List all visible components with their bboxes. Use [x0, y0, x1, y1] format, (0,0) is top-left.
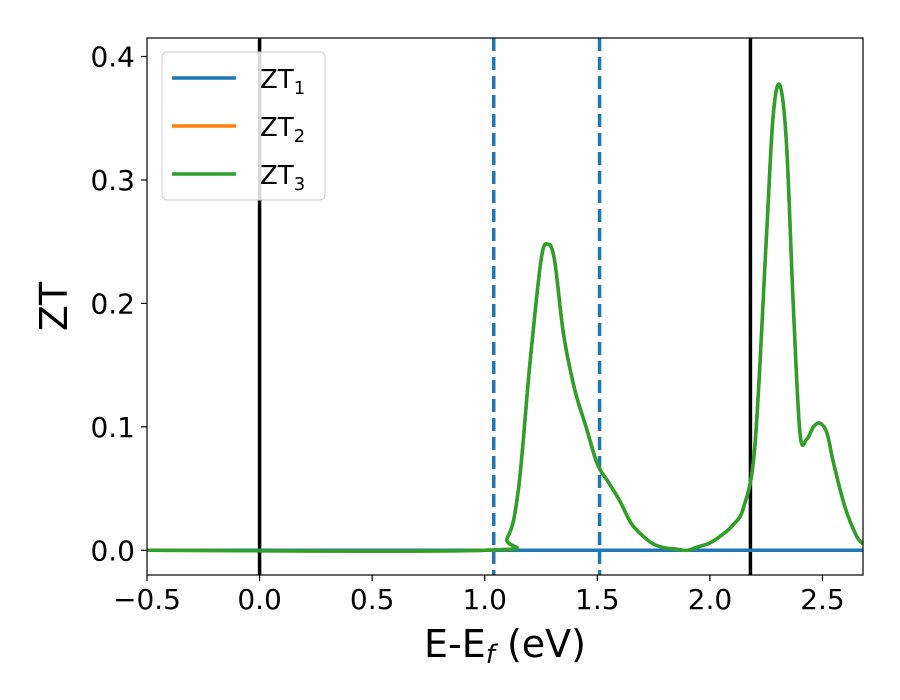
y-tick-label: 0.3 [90, 164, 135, 197]
x-tick-label: 0.0 [237, 583, 282, 616]
legend-entry-name: ZT [260, 65, 294, 95]
series-line-zt3 [147, 82, 863, 553]
legend-entry-sub: 3 [294, 174, 305, 195]
x-axis-label: E-Ef (eV) [424, 622, 586, 670]
legend-box [161, 51, 326, 201]
legend-entry-label: ZT3 [260, 161, 305, 195]
x-tick-label: 2.0 [688, 583, 733, 616]
legend-entry-name: ZT [260, 113, 294, 143]
x-axis-label-unit: (eV) [495, 622, 586, 666]
legend-entry-sub: 2 [294, 126, 305, 147]
y-tick-label: 0.4 [90, 41, 135, 74]
y-tick-label: 0.2 [90, 287, 135, 320]
x-tick-label: 0.5 [350, 583, 395, 616]
x-tick-label: 1.0 [462, 583, 507, 616]
y-tick-label: 0.0 [90, 534, 135, 567]
legend-entry-name: ZT [260, 161, 294, 191]
x-axis-label-main: E-E [424, 622, 486, 666]
axis-ticks: −0.5 0.0 0.5 1.0 1.5 2.0 2.5 0.0 0.1 0.2 0.3 0.4 [90, 41, 844, 616]
legend-entry-label: ZT2 [260, 113, 305, 147]
plot-area [147, 38, 863, 575]
x-tick-label: −0.5 [113, 583, 181, 616]
legend-entry-label: ZT1 [260, 65, 305, 99]
y-tick-label: 0.1 [90, 411, 135, 444]
legend-entry-sub: 1 [294, 78, 305, 99]
x-tick-label: 2.5 [800, 583, 845, 616]
x-tick-label: 1.5 [575, 583, 620, 616]
y-axis-label: ZT [32, 281, 76, 331]
plot-frame [146, 37, 864, 576]
